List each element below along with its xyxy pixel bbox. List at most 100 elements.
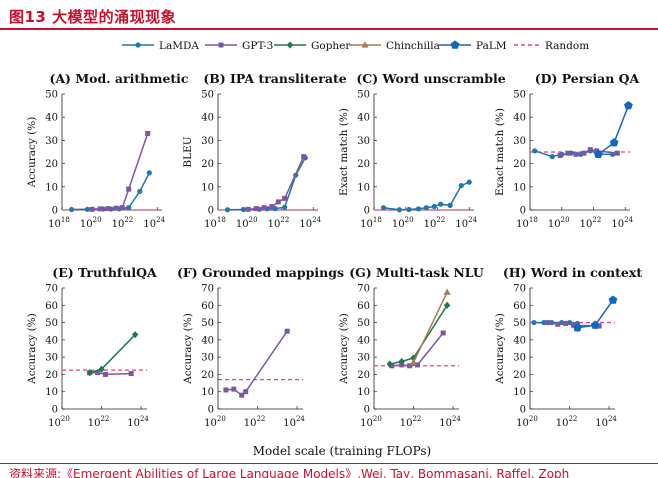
y-tick-label: 60 bbox=[513, 301, 526, 312]
y-tick-label: 0 bbox=[364, 405, 370, 416]
x-tick-label: 1022 bbox=[580, 216, 602, 230]
series-line-palm bbox=[597, 105, 630, 155]
data-point-lamda bbox=[541, 319, 547, 326]
data-point-lamda bbox=[137, 188, 143, 195]
y-tick-label: 30 bbox=[45, 353, 58, 364]
data-point-lamda bbox=[126, 205, 132, 211]
y-tick-label: 40 bbox=[45, 113, 58, 124]
y-tick-label: 50 bbox=[45, 90, 58, 101]
x-tick-label: 1024 bbox=[439, 415, 461, 429]
legend-item-chinchilla: Chinchilla bbox=[349, 40, 440, 52]
legend-item-palm: PaLM bbox=[439, 40, 507, 52]
y-axis-label: Exact match (%) bbox=[338, 108, 350, 196]
panel-title: (C) Word unscramble bbox=[356, 71, 505, 86]
x-tick-label: 1020 bbox=[80, 216, 102, 230]
data-point-gpt-3 bbox=[102, 371, 108, 377]
data-point-gpt-3 bbox=[557, 152, 563, 158]
y-tick-label: 40 bbox=[45, 335, 58, 346]
y-tick-label: 10 bbox=[45, 182, 58, 193]
x-tick-label: 1018 bbox=[516, 216, 538, 230]
y-tick-label: 20 bbox=[513, 159, 526, 170]
page-title: 图13 大模型的涌现现象 bbox=[9, 8, 177, 26]
panel-f-grounded-mappings: (F) Grounded mappings0102030405060701020… bbox=[177, 265, 344, 429]
data-point-gpt-3 bbox=[95, 370, 101, 376]
y-tick-label: 20 bbox=[45, 370, 58, 381]
y-tick-label: 30 bbox=[201, 136, 214, 147]
x-tick-label: 1020 bbox=[360, 415, 382, 429]
x-tick-label: 1024 bbox=[455, 216, 477, 230]
data-point-gpt-3 bbox=[89, 206, 95, 212]
data-point-lamda bbox=[438, 201, 444, 207]
data-point-lamda bbox=[406, 206, 412, 213]
data-point-lamda bbox=[532, 148, 538, 154]
data-point-gpt-3 bbox=[587, 147, 593, 153]
legend-item-gopher: Gopher bbox=[274, 40, 351, 52]
data-point-lamda bbox=[146, 170, 152, 176]
data-point-gpt-3 bbox=[301, 154, 307, 160]
data-point-gpt-3 bbox=[407, 363, 413, 369]
panel-title: (D) Persian QA bbox=[535, 71, 640, 86]
panel-title: (G) Multi-task NLU bbox=[349, 265, 484, 280]
legend-marker-gopher bbox=[286, 41, 294, 49]
data-point-gopher bbox=[386, 360, 394, 368]
y-axis-label: BLEU bbox=[182, 136, 194, 167]
series-line-gpt-3 bbox=[89, 371, 132, 376]
y-tick-label: 20 bbox=[45, 159, 58, 170]
y-tick-label: 50 bbox=[201, 90, 214, 101]
y-tick-label: 50 bbox=[357, 318, 370, 329]
y-axis-label: Accuracy (%) bbox=[182, 313, 194, 385]
data-point-lamda bbox=[423, 205, 429, 211]
y-tick-label: 30 bbox=[201, 353, 214, 364]
data-point-chinchilla bbox=[443, 288, 451, 295]
series-gpt-3 bbox=[89, 130, 151, 212]
y-tick-label: 10 bbox=[357, 182, 370, 193]
data-point-gpt-3 bbox=[570, 322, 576, 328]
y-tick-label: 70 bbox=[357, 284, 370, 295]
data-point-gopher bbox=[86, 369, 93, 377]
series-line-gopher bbox=[389, 304, 448, 365]
x-tick-label: 1020 bbox=[48, 415, 70, 429]
x-tick-label: 1018 bbox=[204, 216, 226, 230]
data-point-lamda bbox=[68, 206, 75, 213]
data-point-gpt-3 bbox=[414, 362, 420, 368]
data-point-gpt-3 bbox=[581, 150, 587, 156]
legend-label-random: Random bbox=[545, 40, 589, 52]
data-point-gpt-3 bbox=[565, 150, 571, 156]
y-axis-label: Exact match (%) bbox=[494, 108, 506, 196]
data-point-lamda bbox=[84, 206, 90, 212]
x-tick-label: 1022 bbox=[268, 216, 290, 230]
panel-title: (F) Grounded mappings bbox=[177, 265, 344, 280]
data-point-palm bbox=[573, 323, 582, 332]
y-tick-label: 20 bbox=[201, 159, 214, 170]
data-point-gpt-3 bbox=[239, 392, 245, 398]
y-tick-label: 0 bbox=[52, 206, 58, 217]
data-point-palm bbox=[609, 138, 619, 147]
y-tick-label: 50 bbox=[45, 318, 58, 329]
data-point-gpt-3 bbox=[261, 205, 267, 211]
x-tick-label: 1022 bbox=[556, 415, 578, 429]
legend-item-gpt-3: GPT-3 bbox=[205, 40, 273, 52]
data-point-gopher bbox=[131, 331, 139, 339]
y-tick-label: 0 bbox=[208, 405, 214, 416]
y-tick-label: 50 bbox=[201, 318, 214, 329]
data-point-gpt-3 bbox=[614, 150, 620, 156]
y-tick-label: 20 bbox=[357, 159, 370, 170]
data-point-gpt-3 bbox=[245, 206, 251, 212]
x-tick-label: 1024 bbox=[283, 415, 305, 429]
x-tick-label: 1022 bbox=[112, 216, 134, 230]
y-tick-label: 40 bbox=[201, 113, 214, 124]
y-tick-label: 0 bbox=[364, 206, 370, 217]
legend-marker-lamda bbox=[135, 42, 141, 48]
series-lamda bbox=[68, 170, 152, 213]
data-point-gpt-3 bbox=[545, 320, 551, 326]
legend-marker-gpt-3 bbox=[218, 42, 224, 48]
x-tick-label: 1024 bbox=[143, 216, 165, 230]
data-point-gopher bbox=[443, 301, 451, 309]
data-point-palm bbox=[590, 320, 600, 329]
legend: LaMDA GPT-3 Gopher Chinchilla PaLM Random bbox=[122, 40, 589, 52]
series-line-gpt-3 bbox=[225, 330, 288, 397]
legend-label-gpt-3: GPT-3 bbox=[242, 40, 273, 52]
